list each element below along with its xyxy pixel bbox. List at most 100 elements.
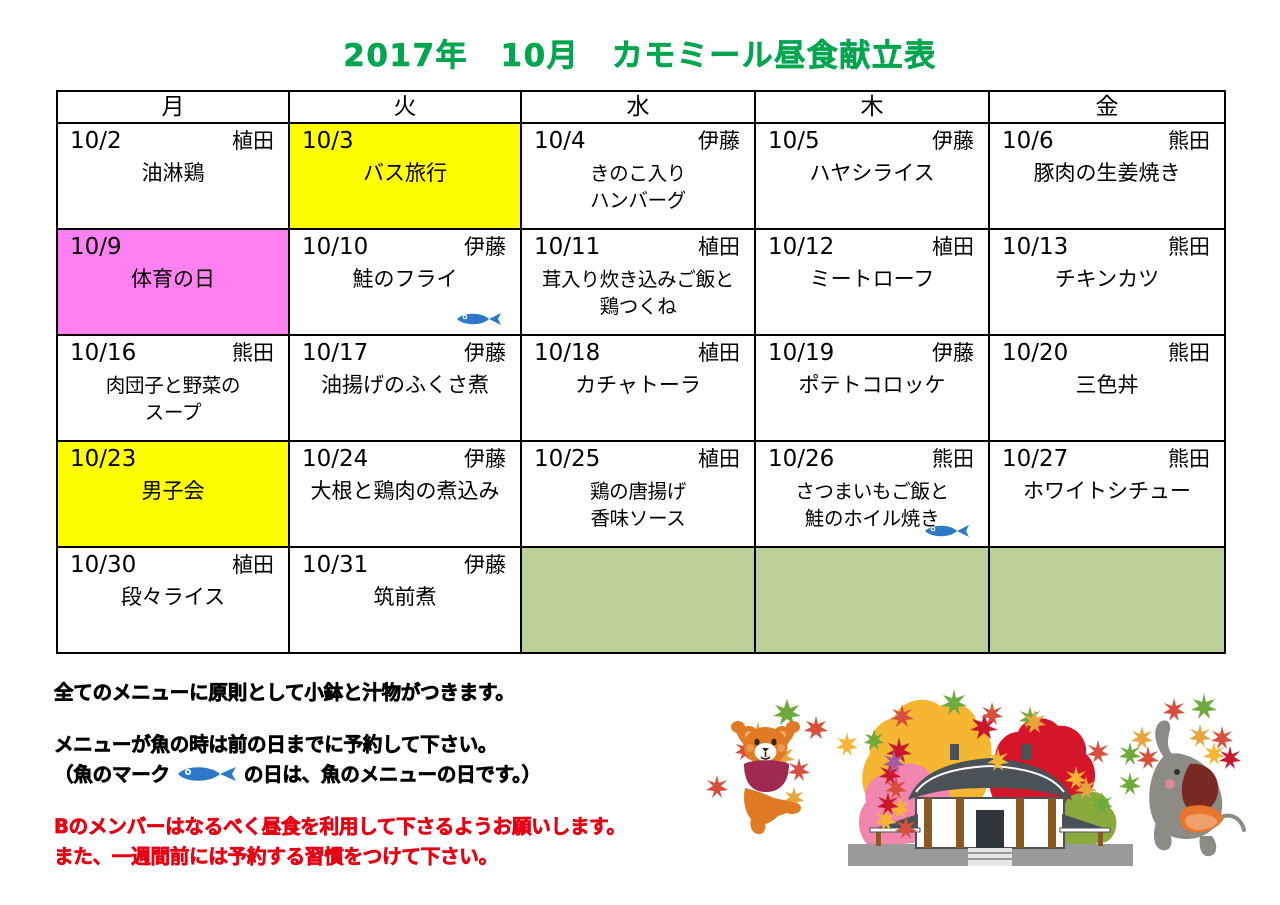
day-staff-name: 熊田	[1168, 129, 1210, 153]
day-dish-name: 肉団子と野菜の スープ	[105, 374, 241, 424]
calendar-day-cell[interactable]: 10/20 熊田三色丼	[988, 334, 1226, 442]
notes-section: 全てのメニューに原則として小鉢と汁物がつきます。 メニューが魚の時は前の日までに…	[54, 678, 714, 872]
maple-leaf-icon	[981, 702, 1003, 725]
calendar-day-cell[interactable]: 10/31 伊藤 筑前煮	[288, 546, 522, 654]
maple-leaf-icon	[895, 816, 917, 839]
maple-leaf-icon	[1189, 724, 1211, 747]
day-staff-name: 植田	[232, 129, 274, 153]
maple-leaf-icon	[836, 732, 858, 756]
day-cell-inner: 10/6 熊田 豚肉の生姜焼き	[990, 124, 1224, 228]
day-cell-header: 10/4 伊藤	[522, 124, 754, 156]
day-staff-name: 伊藤	[932, 129, 974, 153]
maple-leaf-icon	[864, 729, 884, 750]
maple-leaf-icon	[886, 737, 912, 763]
maple-leaf-icon	[1065, 766, 1087, 789]
maple-leaf-icon	[875, 808, 897, 831]
day-dish-name: 油揚げのふくさ煮	[321, 373, 489, 397]
maple-leaf-icon	[1087, 740, 1109, 763]
day-staff-name: 植田	[698, 341, 740, 365]
maple-leaf-icon	[773, 699, 801, 725]
calendar-day-cell[interactable]: 10/27 熊田 ホワイトシチュー	[988, 440, 1226, 548]
maple-leaf-icon	[804, 716, 828, 739]
maple-leaf-icon	[890, 797, 910, 818]
maple-leaf-icon	[890, 704, 914, 727]
day-cell-header: 10/11 植田	[522, 230, 754, 262]
maple-leaf-icon	[877, 792, 899, 815]
day-staff-name: 伊藤	[464, 341, 506, 365]
calendar-week-row: 10/16 熊田 肉団子と野菜の スープ 10/17 伊藤油揚げのふくさ煮 10/18 植田…	[56, 334, 1226, 442]
day-date: 10/18	[534, 340, 601, 366]
day-date: 10/19	[768, 340, 835, 366]
maple-leaf-icon	[1131, 726, 1153, 749]
weekday-header-thu: 木	[754, 90, 990, 124]
autumn-illustration	[700, 688, 1260, 873]
day-cell-header: 10/9	[58, 230, 288, 262]
calendar-day-cell[interactable]: 10/12 植田 ミートローフ	[754, 228, 990, 336]
day-dish-name: ミートローフ	[809, 267, 935, 291]
calendar-day-cell[interactable]: 10/6 熊田 豚肉の生姜焼き	[988, 122, 1226, 230]
day-date: 10/17	[302, 340, 369, 366]
calendar-day-cell[interactable]: 10/11 植田茸入り炊き込みご飯と 鶏つくね	[520, 228, 756, 336]
maple-leaf-icon	[1203, 742, 1225, 765]
day-date: 10/4	[534, 128, 586, 154]
maple-leaf-icon	[970, 713, 998, 739]
day-date: 10/5	[768, 128, 820, 154]
bear-icon	[731, 721, 801, 834]
day-staff-name: 伊藤	[932, 341, 974, 365]
calendar-day-cell[interactable]: 10/5 伊藤 ハヤシライス	[754, 122, 990, 230]
calendar-week-row: 10/2 植田油淋鶏 10/3 バス旅行 10/4 伊藤 きのこ入り ハンバーグ 10/5 伊藤…	[56, 122, 1226, 230]
calendar-day-cell[interactable]: 10/9 体育の日	[56, 228, 290, 336]
day-dish-name: バス旅行	[363, 161, 447, 185]
calendar-day-cell[interactable]: 10/24 伊藤 大根と鶏肉の煮込み	[288, 440, 522, 548]
day-staff-name: 伊藤	[464, 447, 506, 471]
calendar-day-cell[interactable]: 10/3 バス旅行	[288, 122, 522, 230]
maple-leaf-icon	[1191, 693, 1217, 719]
day-date: 10/31	[302, 552, 369, 578]
maple-leaf-icon	[883, 750, 905, 773]
day-date: 10/24	[302, 446, 369, 472]
day-cell-header: 10/20 熊田	[990, 336, 1224, 368]
day-staff-name: 植田	[232, 553, 274, 577]
calendar-day-cell[interactable]: 10/19 伊藤 ポテトコロッケ	[754, 334, 990, 442]
day-dish-name: ホワイトシチュー	[1023, 479, 1191, 503]
day-staff-name: 植田	[698, 447, 740, 471]
maple-leaf-icon	[788, 758, 810, 781]
day-staff-name: 植田	[698, 235, 740, 259]
day-cell-inner: 10/26 熊田 さつまいもご飯と 鮭のホイル焼き	[756, 442, 988, 546]
calendar-day-cell[interactable]: 10/16 熊田 肉団子と野菜の スープ	[56, 334, 290, 442]
note-line-2: メニューが魚の時は前の日までに予約して下さい。	[54, 733, 498, 757]
calendar-week-row: 10/30 植田 段々ライス 10/31 伊藤 筑前煮	[56, 546, 1226, 654]
calendar-day-cell[interactable]: 10/2 植田油淋鶏	[56, 122, 290, 230]
day-date: 10/2	[70, 128, 122, 154]
day-dish-name: 三色丼	[1075, 373, 1139, 397]
day-staff-name: 熊田	[1168, 341, 1210, 365]
day-staff-name: 熊田	[1168, 235, 1210, 259]
calendar-day-cell[interactable]: 10/30 植田 段々ライス	[56, 546, 290, 654]
calendar-header-row: 月 火 水 木 金	[56, 90, 1226, 124]
day-date: 10/6	[1002, 128, 1054, 154]
day-date: 10/12	[768, 234, 835, 260]
calendar-day-cell[interactable]: 10/4 伊藤 きのこ入り ハンバーグ	[520, 122, 756, 230]
calendar-day-cell[interactable]: 10/17 伊藤油揚げのふくさ煮	[288, 334, 522, 442]
calendar-day-cell[interactable]: 10/18 植田 カチャトーラ	[520, 334, 756, 442]
day-date: 10/20	[1002, 340, 1069, 366]
day-dish-name: 茸入り炊き込みご飯と 鶏つくね	[541, 268, 734, 318]
day-dish-name: 体育の日	[131, 267, 215, 291]
calendar-day-cell[interactable]: 10/26 熊田 さつまいもご飯と 鮭のホイル焼き	[754, 440, 990, 548]
calendar-day-cell[interactable]: 10/25 植田 鶏の唐揚げ 香味ソース	[520, 440, 756, 548]
day-cell-inner: 10/12 植田 ミートローフ	[756, 230, 988, 334]
day-date: 10/3	[302, 128, 354, 154]
day-cell-inner: 10/2 植田油淋鶏	[58, 124, 288, 228]
elephant-icon	[1119, 693, 1246, 857]
calendar-day-cell[interactable]: 10/10 伊藤 鮭のフライ	[288, 228, 522, 336]
calendar-day-cell[interactable]: 10/23 男子会	[56, 440, 290, 548]
day-cell-header: 10/26 熊田	[756, 442, 988, 474]
day-cell-header: 10/6 熊田	[990, 124, 1224, 156]
day-cell-inner: 10/17 伊藤油揚げのふくさ煮	[290, 336, 520, 440]
day-dish-name: 油淋鶏	[141, 161, 205, 185]
note-spacer	[54, 708, 714, 730]
note-red-line-2: また、一週間前には予約する習慣をつけて下さい。	[54, 845, 499, 869]
weekday-header-fri: 金	[988, 90, 1226, 124]
calendar-day-cell[interactable]: 10/13 熊田 チキンカツ	[988, 228, 1226, 336]
day-staff-name: 熊田	[1168, 447, 1210, 471]
